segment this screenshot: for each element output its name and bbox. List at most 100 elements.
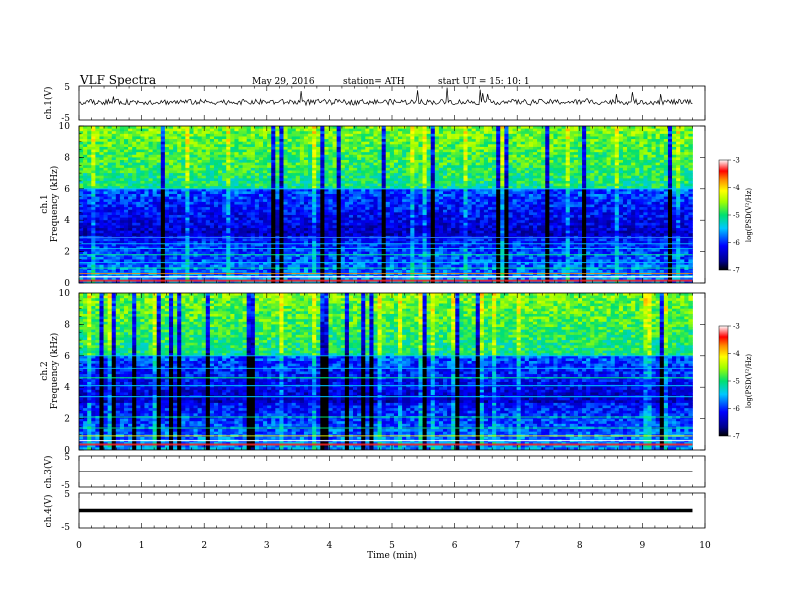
ch1-spectrogram-cell — [655, 196, 661, 200]
ch1-spectrogram-cell — [508, 141, 513, 145]
ch1-spectrogram-cell — [373, 209, 378, 213]
ch1-spectrogram-cell — [254, 126, 260, 130]
ch1-spectrogram-cell — [189, 131, 194, 135]
ch1-spectrogram-cell — [234, 207, 239, 211]
ch1-spectrogram-cell — [606, 128, 612, 132]
ch1-spectrogram-cell — [303, 167, 309, 171]
ch1-spectrogram-cell — [140, 126, 145, 130]
ch1-spectrogram-cell — [381, 131, 387, 135]
ch1-spectrogram-cell — [308, 209, 313, 213]
ch1-spectrogram-cell — [426, 144, 432, 148]
ch1-spectrogram-cell — [447, 180, 452, 184]
ch1-spectrogram-cell — [87, 154, 92, 158]
ch1-spectrogram-cell — [95, 141, 100, 145]
ch1-spectrogram-cell — [553, 149, 558, 153]
ch1-spectrogram-cell — [537, 170, 542, 174]
ch1-spectrogram-cell — [524, 180, 530, 184]
ch1-spectrogram-cell — [185, 149, 190, 153]
ch1-spectrogram-cell — [528, 141, 534, 145]
ch1-spectrogram-cell — [316, 162, 321, 166]
ch1-spectrogram-cell — [516, 133, 522, 137]
ch1-spectrogram-cell — [173, 136, 178, 140]
ch1-spectrogram-cell — [303, 209, 309, 213]
ch1-spectrogram-cell — [389, 199, 395, 203]
ch1-spectrogram-cell — [471, 136, 477, 140]
ch1-spectrogram-cell — [189, 207, 194, 211]
ch1-spectrogram-cell — [504, 199, 509, 203]
ch1-spectrogram-cell — [447, 194, 452, 198]
ch1-spectrogram-cell — [688, 136, 693, 140]
ch1-spectrogram-cell — [361, 126, 366, 130]
ch1-spectrogram-cell — [659, 149, 665, 153]
ch1-spectrogram-cell — [471, 139, 477, 143]
ch1-spectrogram-cell — [308, 183, 313, 187]
ch1-spectrogram-cell — [438, 170, 444, 174]
ch1-spectrogram-cell — [492, 139, 497, 143]
ch1-spectrogram-cell — [430, 167, 436, 171]
ch1-spectrogram-cell — [561, 199, 567, 203]
ch1-spectrogram-cell — [565, 194, 571, 198]
ch1-spectrogram-cell — [639, 152, 644, 156]
ch1-spectrogram-cell — [213, 128, 219, 132]
ch1-spectrogram-cell — [627, 165, 632, 169]
ch1-spectrogram-cell — [651, 204, 657, 208]
ch1-spectrogram-cell — [520, 201, 526, 205]
ch1-spectrogram-cell — [275, 149, 280, 153]
ch1-spectrogram-cell — [532, 154, 538, 158]
ch1-spectrogram-cell — [291, 183, 297, 187]
ch1-spectrogram-cell — [99, 149, 104, 153]
ch1-spectrogram-cell — [537, 194, 542, 198]
ch1-spectrogram-cell — [651, 149, 657, 153]
ch1-spectrogram-cell — [565, 165, 571, 169]
ch1-spectrogram-cell — [455, 126, 460, 130]
ch1-spectrogram-cell — [83, 154, 88, 158]
ch1-spectrogram-cell — [123, 165, 129, 169]
ch1-spectrogram-cell — [287, 188, 293, 192]
ch1-spectrogram-cell — [168, 186, 174, 190]
ch1-spectrogram-cell — [308, 167, 313, 171]
ch1-spectrogram-cell — [222, 196, 227, 200]
ch1-spectrogram-cell — [663, 152, 669, 156]
ch1-spectrogram-cell — [532, 167, 538, 171]
ch1-spectrogram-cell — [156, 207, 162, 211]
ch1-spectrogram-cell — [479, 170, 485, 174]
ch1-spectrogram-cell — [377, 178, 383, 182]
ch1-spectrogram-cell — [487, 207, 493, 211]
ch1-spectrogram-cell — [197, 128, 203, 132]
ch1-spectrogram-cell — [136, 167, 141, 171]
ch1-spectrogram-cell — [455, 204, 460, 208]
ch1-spectrogram-cell — [647, 131, 652, 135]
ch1-spectrogram-cell — [467, 128, 473, 132]
ch1-spectrogram-cell — [483, 186, 489, 190]
ch1-spectrogram-cell — [344, 209, 350, 213]
ch1-spectrogram-cell — [365, 183, 370, 187]
ch1-spectrogram-cell — [569, 133, 575, 137]
ch1-spectrogram-cell — [426, 128, 432, 132]
ch1-spectrogram-cell — [246, 191, 252, 195]
ch1-spectrogram-cell — [173, 139, 178, 143]
ch1-spectrogram-cell — [377, 167, 383, 171]
ch1-spectrogram-cell — [299, 139, 305, 143]
ch1-spectrogram-cell — [557, 152, 562, 156]
ch1-spectrogram-cell — [577, 141, 583, 145]
ch1-spectrogram-cell — [201, 196, 207, 200]
ch1-spectrogram-cell — [148, 162, 154, 166]
ch1-spectrogram-cell — [508, 167, 513, 171]
ch1-spectrogram-cell — [471, 207, 477, 211]
ch1-spectrogram-cell — [651, 139, 657, 143]
ch1-spectrogram-cell — [627, 207, 632, 211]
ch1-spectrogram-cell — [144, 149, 149, 153]
ch1-spectrogram-cell — [688, 141, 693, 145]
ch1-spectrogram-cell — [95, 126, 100, 130]
ch1-spectrogram-cell — [635, 136, 640, 140]
ch1-spectrogram-cell — [103, 186, 109, 190]
ch1-spectrogram-cell — [586, 180, 591, 184]
ch1-spectrogram-cell — [312, 180, 317, 184]
ch1-spectrogram-cell — [320, 131, 325, 135]
ch1-spectrogram-cell — [418, 207, 423, 211]
ch1-spectrogram-cell — [508, 152, 513, 156]
ch1-spectrogram-cell — [459, 131, 464, 135]
ch1-spectrogram-cell — [627, 154, 632, 158]
ch1-spectrogram-cell — [193, 201, 199, 205]
ch1-spectrogram-cell — [541, 126, 546, 130]
